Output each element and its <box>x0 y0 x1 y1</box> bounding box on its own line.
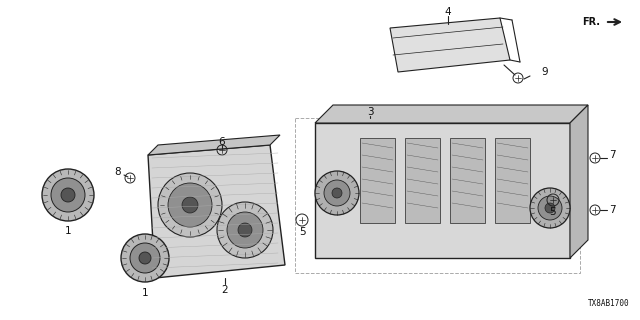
Bar <box>315 123 570 258</box>
Circle shape <box>227 212 263 248</box>
Polygon shape <box>390 18 510 72</box>
Circle shape <box>530 188 570 228</box>
Circle shape <box>61 188 75 202</box>
Polygon shape <box>315 105 588 123</box>
Circle shape <box>324 180 350 206</box>
Circle shape <box>51 178 85 212</box>
Circle shape <box>121 234 169 282</box>
Circle shape <box>182 197 198 213</box>
Text: 7: 7 <box>609 205 615 215</box>
Circle shape <box>217 202 273 258</box>
Circle shape <box>42 169 94 221</box>
Text: 5: 5 <box>299 227 305 237</box>
Circle shape <box>130 243 160 273</box>
Text: 1: 1 <box>65 226 71 236</box>
Circle shape <box>538 196 562 220</box>
Circle shape <box>315 171 359 215</box>
Text: 2: 2 <box>221 285 228 295</box>
Bar <box>450 138 485 223</box>
Polygon shape <box>148 145 285 278</box>
Text: 9: 9 <box>541 67 548 77</box>
Circle shape <box>158 173 222 237</box>
Text: TX8AB1700: TX8AB1700 <box>588 299 630 308</box>
Polygon shape <box>570 105 588 258</box>
Text: 5: 5 <box>550 207 556 217</box>
Text: 8: 8 <box>115 167 122 177</box>
Circle shape <box>168 183 212 227</box>
Circle shape <box>545 203 555 213</box>
Text: 6: 6 <box>219 137 225 147</box>
Bar <box>495 138 530 223</box>
Text: FR.: FR. <box>582 17 600 27</box>
Polygon shape <box>148 135 280 155</box>
Bar <box>405 138 440 223</box>
Circle shape <box>238 223 252 237</box>
Circle shape <box>332 188 342 198</box>
Bar <box>360 138 395 223</box>
Text: 3: 3 <box>367 107 373 117</box>
Text: 4: 4 <box>445 7 451 17</box>
Bar <box>295 118 580 273</box>
Circle shape <box>139 252 151 264</box>
Text: 7: 7 <box>609 150 615 160</box>
Text: 1: 1 <box>141 288 148 298</box>
